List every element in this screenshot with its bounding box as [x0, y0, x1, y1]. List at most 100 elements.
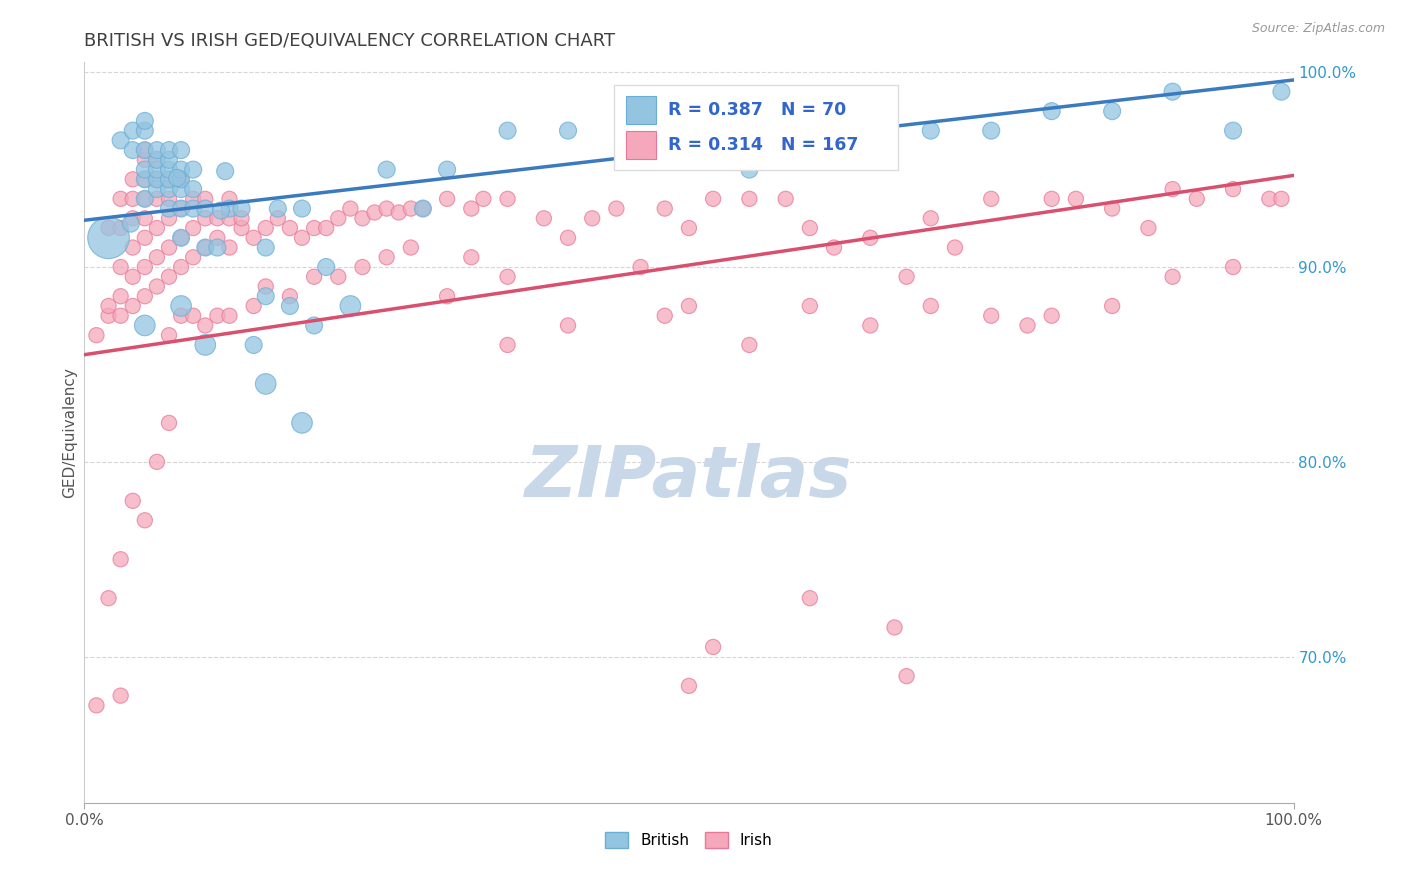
- Point: [242, 231, 264, 245]
- Point: [1101, 202, 1123, 216]
- Point: [121, 172, 143, 186]
- Point: [980, 123, 1002, 137]
- Point: [242, 299, 264, 313]
- Point: [121, 493, 143, 508]
- Point: [896, 269, 918, 284]
- Point: [207, 231, 229, 245]
- Point: [97, 309, 120, 323]
- Point: [194, 211, 217, 226]
- Point: [654, 309, 676, 323]
- Point: [157, 202, 180, 216]
- Point: [1185, 192, 1208, 206]
- Point: [823, 240, 845, 254]
- Point: [121, 299, 143, 313]
- FancyBboxPatch shape: [626, 131, 657, 160]
- Point: [352, 211, 374, 226]
- Point: [181, 182, 204, 196]
- Point: [943, 240, 966, 254]
- Point: [170, 202, 193, 216]
- Point: [157, 162, 180, 177]
- Point: [194, 318, 217, 333]
- Point: [980, 309, 1002, 323]
- Text: BRITISH VS IRISH GED/EQUIVALENCY CORRELATION CHART: BRITISH VS IRISH GED/EQUIVALENCY CORRELA…: [84, 32, 616, 50]
- Point: [146, 279, 169, 293]
- Point: [209, 203, 232, 218]
- Point: [315, 221, 337, 235]
- Point: [134, 192, 156, 206]
- Point: [472, 192, 495, 206]
- Point: [267, 211, 290, 226]
- Point: [799, 299, 821, 313]
- Point: [218, 192, 240, 206]
- Point: [134, 172, 156, 186]
- Y-axis label: GED/Equivalency: GED/Equivalency: [62, 368, 77, 498]
- Point: [1222, 260, 1244, 274]
- Point: [291, 231, 314, 245]
- Point: [339, 299, 361, 313]
- Point: [242, 338, 264, 352]
- Point: [1270, 192, 1292, 206]
- Point: [157, 240, 180, 254]
- Point: [436, 289, 458, 303]
- Point: [254, 289, 277, 303]
- Point: [436, 192, 458, 206]
- Point: [170, 162, 193, 177]
- Point: [146, 192, 169, 206]
- Point: [146, 182, 169, 196]
- Point: [120, 217, 142, 231]
- Point: [859, 231, 882, 245]
- Point: [254, 279, 277, 293]
- Point: [146, 221, 169, 235]
- Point: [859, 318, 882, 333]
- Point: [134, 192, 156, 206]
- Point: [157, 143, 180, 157]
- Point: [920, 211, 942, 226]
- Point: [352, 260, 374, 274]
- Point: [134, 231, 156, 245]
- Point: [157, 328, 180, 343]
- Point: [678, 221, 700, 235]
- Point: [194, 240, 217, 254]
- Point: [97, 591, 120, 606]
- Point: [97, 299, 120, 313]
- Text: R = 0.314   N = 167: R = 0.314 N = 167: [668, 136, 859, 154]
- Point: [214, 164, 236, 178]
- Point: [254, 240, 277, 254]
- Point: [267, 202, 290, 216]
- Point: [121, 240, 143, 254]
- Point: [170, 143, 193, 157]
- Point: [399, 202, 422, 216]
- Point: [702, 192, 724, 206]
- Point: [254, 221, 277, 235]
- Point: [110, 689, 132, 703]
- Point: [254, 376, 277, 391]
- Point: [557, 123, 579, 137]
- Point: [181, 221, 204, 235]
- Point: [496, 338, 519, 352]
- Point: [97, 221, 120, 235]
- Point: [218, 211, 240, 226]
- Point: [146, 172, 169, 186]
- Point: [678, 679, 700, 693]
- Point: [1064, 192, 1087, 206]
- Point: [859, 123, 882, 137]
- Point: [134, 318, 156, 333]
- Point: [775, 192, 797, 206]
- Point: [883, 620, 905, 634]
- Point: [110, 289, 132, 303]
- Point: [134, 260, 156, 274]
- Point: [1017, 318, 1039, 333]
- Point: [291, 202, 314, 216]
- Point: [302, 318, 325, 333]
- Point: [146, 250, 169, 264]
- Point: [496, 192, 519, 206]
- Point: [654, 202, 676, 216]
- Point: [678, 299, 700, 313]
- Point: [980, 192, 1002, 206]
- Point: [436, 162, 458, 177]
- Point: [291, 416, 314, 430]
- Point: [738, 338, 761, 352]
- Point: [231, 202, 253, 216]
- Text: Source: ZipAtlas.com: Source: ZipAtlas.com: [1251, 22, 1385, 36]
- Point: [207, 211, 229, 226]
